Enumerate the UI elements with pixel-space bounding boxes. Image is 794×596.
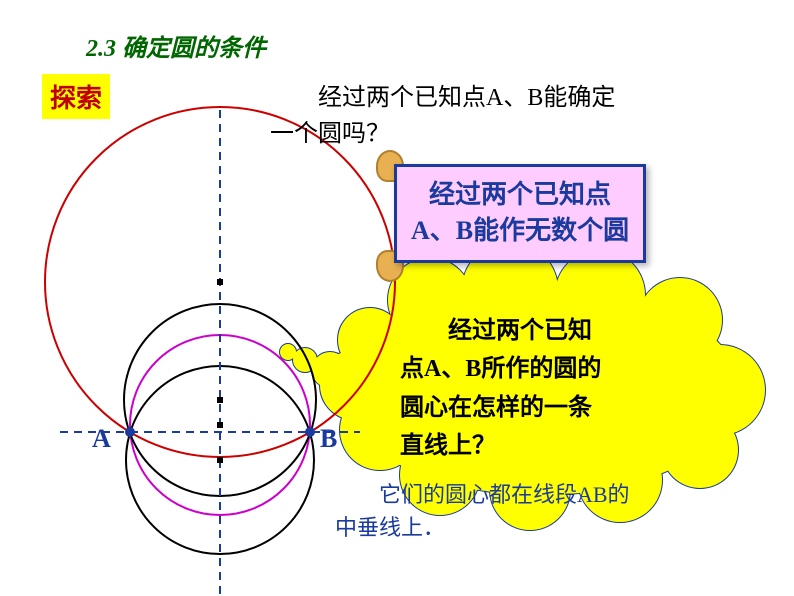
conclusion-line2: 中垂线上． [335, 515, 445, 540]
conclusion-text: 它们的圆心都在线段AB的 中垂线上． [335, 478, 630, 544]
thought-cloud-text: 经过两个已知 点A、B所作的圆的 圆心在怎样的一条 直线上？ [400, 312, 601, 466]
question-text: 经过两个已知点A、B能确定 一个圆吗？ [270, 80, 615, 152]
section-title-text: 2.3 确定圆的条件 [86, 36, 266, 62]
answer-callout: 经过两个已知点 A、B能作无数个圆 [394, 164, 646, 263]
point-label-B: B [320, 424, 337, 454]
cloud-line3: 圆心在怎样的一条 [400, 395, 592, 421]
answer-line2: A、B能作无数个圆 [411, 216, 629, 245]
explore-text: 探索 [50, 84, 102, 113]
answer-line1: 经过两个已知点 [429, 180, 611, 209]
explore-label: 探索 [42, 74, 110, 119]
section-title: 2.3 确定圆的条件 [86, 28, 266, 63]
conclusion-line1: 它们的圆心都在线段AB的 [335, 478, 630, 511]
question-line2: 一个圆吗？ [270, 121, 390, 147]
cloud-line1: 经过两个已知 [448, 318, 592, 344]
cloud-line2: 点A、B所作的圆的 [400, 356, 601, 382]
cloud-line4: 直线上？ [400, 433, 496, 459]
question-line1: 经过两个已知点A、B能确定 [270, 80, 615, 116]
point-label-A: A [92, 424, 111, 454]
